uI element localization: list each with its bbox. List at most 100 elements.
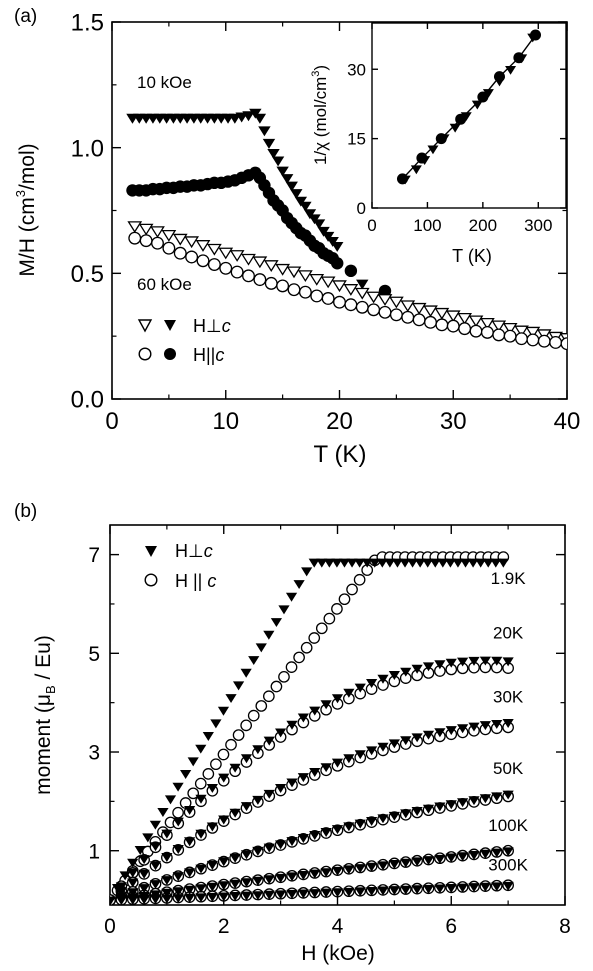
x-tick-label: 0 [104,915,116,938]
data-point-b-30K [388,739,400,749]
data-point-a-3 [264,276,278,290]
data-point-b-1.9K [164,795,177,805]
data-point-a-3 [412,313,426,327]
y-tick-label: 30 [347,60,366,79]
data-point-a-3 [367,303,381,317]
inset-point-0 [449,123,461,133]
data-point-b-1.9K [187,787,200,800]
data-point-b-1.9K [376,558,388,568]
data-point-a-2 [480,317,495,330]
data-point-b-100K [172,887,184,897]
data-point-a-0 [253,113,267,124]
data-point-b-100K [468,851,480,861]
data-point-b-1.9K [149,820,161,830]
data-point-b-1.9K [300,641,313,654]
y-tick-label: 3 [88,742,100,765]
data-point-b-1.9K [172,782,184,792]
data-point-b-300K [491,882,503,892]
data-point-a-3 [321,292,335,305]
data-point-b-20K [218,773,230,783]
data-point-a-3 [128,231,142,245]
panel-a-data [126,108,567,351]
data-point-b-1.9K [225,694,237,704]
data-point-b-30K [422,730,435,740]
data-point-b-100K [149,890,162,900]
inset-xlabel: T (K) [452,246,492,266]
panel-b-legend: H⊥c H || c [144,541,216,591]
data-point-a-3 [537,334,551,348]
data-point-b-20K [195,794,207,804]
data-point-b-30K [149,861,162,871]
data-point-b-100K [240,878,253,888]
legend-a-circle-filled [164,348,176,360]
data-point-b-50K [149,880,162,890]
x-tick-label: 2 [218,915,230,938]
data-point-b-50K [422,804,435,814]
data-point-b-1.9K [232,729,245,741]
data-point-b-1.9K [119,871,131,881]
data-point-b-1.9K [406,558,419,568]
data-point-b-300K [252,891,264,901]
legend-b-label-perp: H⊥c [175,541,213,561]
panel-a: (a) 0 10 20 30 40 0.0 0.5 1.0 1.5 T (K) M/H (cm3… [13,6,580,468]
data-point-b-30K [434,728,446,738]
data-point-b-30K [320,763,332,773]
data-point-b-50K [275,840,287,850]
data-point-a-2 [445,310,461,323]
data-point-b-50K [445,800,457,810]
data-point-b-50K [229,853,241,863]
data-point-b-30K [115,887,127,897]
data-point-b-1.9K [232,681,245,691]
data-point-b-30K [286,778,298,788]
data-point-b-300K [366,886,378,896]
x-tick-label: 20 [326,408,353,435]
data-point-a-0 [326,236,339,247]
data-point-a-2 [252,256,268,269]
data-point-b-300K [206,892,218,902]
data-point-a-3 [253,273,267,287]
inset-point-1 [530,29,542,41]
y-tick-label: 0.0 [71,387,104,414]
data-point-b-30K [377,742,389,752]
data-point-a-3 [401,310,415,324]
data-point-b-20K [320,700,332,710]
y-tick-label: 5 [88,643,100,666]
data-point-b-30K [468,722,480,732]
inset-point-0 [410,165,422,175]
data-point-a-2 [491,320,507,333]
data-point-a-0 [308,214,321,225]
data-point-a-0 [331,241,344,252]
data-point-a-3 [310,289,324,303]
data-point-b-20K [127,868,139,878]
data-point-a-0 [356,279,369,290]
data-point-b-1.9K [240,668,252,678]
data-point-a-3 [458,322,472,336]
inset-point-1 [455,113,467,125]
data-point-b-300K [184,893,196,903]
data-point-b-1.9K [240,719,253,732]
data-point-b-300K [138,895,150,905]
data-point-a-3 [526,333,540,347]
data-point-b-30K [366,746,378,756]
data-point-a-0 [267,148,280,159]
inset-point-1 [493,71,505,83]
data-point-a-2 [229,250,245,262]
curve-label: 100K [488,816,528,835]
data-point-b-1.9K [278,670,290,683]
data-point-b-100K [457,852,469,862]
data-point-b-20K [206,783,218,793]
panel-a-ylabel: M/H (cm3/mol) [13,143,39,276]
data-point-b-300K [110,896,116,905]
data-point-b-100K [161,888,173,898]
legend-a-label-par: H||c [193,345,224,365]
data-point-b-1.9K [194,777,207,790]
data-point-b-1.9K [202,768,215,780]
inset-point-0 [505,65,517,75]
data-point-b-1.9K [308,632,321,644]
data-point-b-1.9K [399,558,411,568]
curve-label: 300K [488,855,528,874]
legend-b-circle-open [144,573,158,587]
data-point-b-100K [320,868,332,878]
data-point-a-2 [332,280,347,293]
legend-a-tri-open [137,319,153,333]
